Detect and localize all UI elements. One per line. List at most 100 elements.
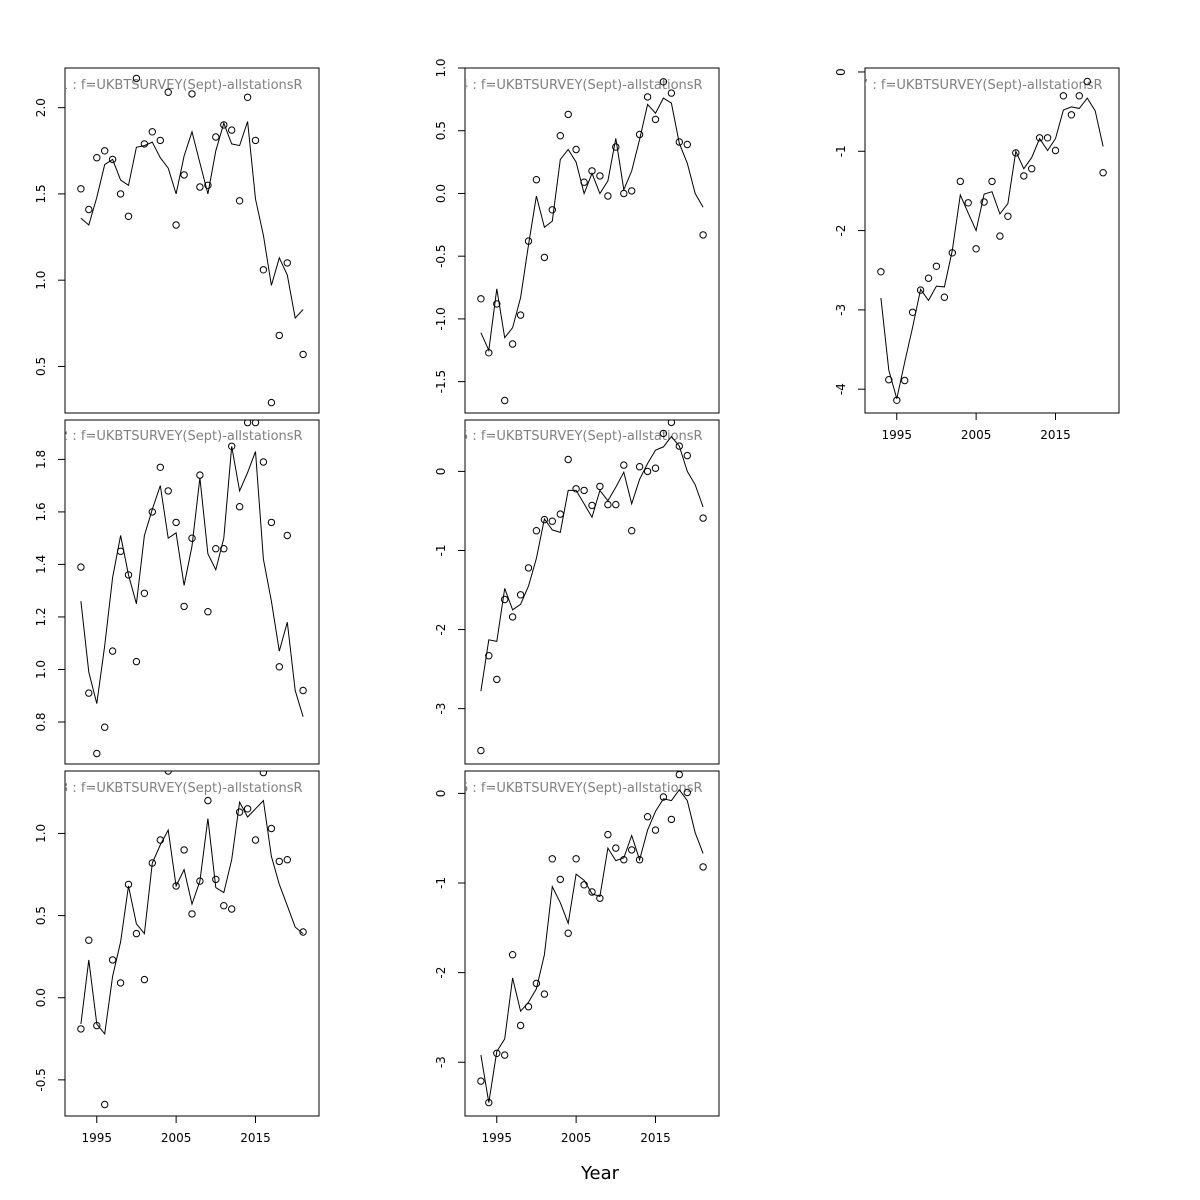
data-point [1028,165,1036,173]
data-point [188,910,196,918]
fitted-line [80,799,304,1036]
data-point [283,259,291,267]
panel-title: 4 : f=UKBTSURVEY(Sept)-allstationsR [460,78,703,93]
data-point [508,951,517,959]
data-point [516,591,525,599]
data-point [235,197,244,205]
data-point [604,500,612,509]
y-tick-label: 0.5 [34,357,48,376]
data-point [683,788,691,797]
data-point [596,482,604,491]
data-point [699,863,707,871]
y-tick-label: -1.0 [434,307,448,330]
data-point [283,856,291,864]
data-point [116,547,125,555]
data-point [493,675,501,684]
x-tick-label: 2015 [1040,428,1071,442]
data-point [267,518,276,527]
data-point [156,836,165,844]
data-point [580,881,588,889]
x-tick-label: 1995 [81,1131,112,1145]
data-point [275,663,283,671]
data-point [628,846,636,854]
data-point [108,155,117,164]
data-point [877,268,885,276]
fitted-line [480,788,704,1103]
data-point [932,262,941,270]
data-point [156,463,165,471]
data-point [508,613,517,621]
y-tick-label: 0 [434,468,448,476]
data-point [548,855,556,863]
data-point [651,826,660,834]
data-point [77,185,85,193]
data-point [180,602,188,611]
data-point [267,398,276,407]
data-point [101,1100,109,1109]
data-point [132,929,141,938]
x-tick-label: 2015 [240,1131,271,1145]
data-point [540,253,549,262]
data-point [148,128,157,136]
data-point [299,350,307,359]
data-point [228,442,236,450]
data-point [196,183,204,191]
data-point [228,905,236,913]
data-point [148,508,157,516]
data-point [1067,111,1076,119]
panel-7: 7 : f=UKBTSURVEY(Sept)-allstationsR -4 -3… [834,67,1120,442]
data-point [180,846,188,854]
data-point [1099,169,1107,177]
data-point [908,308,917,316]
panel-title: 1 : f=UKBTSURVEY(Sept)-allstationsR [60,78,303,93]
data-point [493,1049,501,1058]
panel-frame [464,419,720,765]
panel-frame [64,770,320,1117]
x-tick-label: 1995 [481,1131,512,1145]
data-point [188,534,196,542]
data-point [243,93,252,102]
data-point [996,232,1004,240]
fitted-line [880,97,1104,399]
y-tick-label: -3 [434,703,448,715]
data-point [564,929,572,937]
data-point [596,172,604,180]
data-point [124,571,133,579]
data-point [228,126,236,134]
data-point [885,376,893,384]
data-point [980,198,988,206]
panel-title: 6 : f=UKBTSURVEY(Sept)-allstationsR [460,781,703,796]
data-point [675,442,683,450]
y-tick-label: 0 [834,68,848,76]
y-tick-label: -0.5 [34,1068,48,1091]
y-tick-label: 1.0 [34,660,48,679]
data-point [140,975,149,984]
data-point [699,231,707,239]
data-point [235,503,244,511]
data-point [204,181,212,190]
data-point [101,723,109,731]
y-tick-label: -1 [834,145,848,157]
panel-frame [464,67,720,414]
data-point [140,140,149,148]
data-point [659,78,668,86]
x-tick-label: 2005 [961,428,992,442]
data-point [956,177,964,186]
data-point [501,595,509,604]
data-point [220,902,228,910]
data-point [635,130,644,139]
data-point [699,514,707,522]
data-point [132,74,141,83]
data-point [251,136,260,145]
data-point [124,212,133,221]
data-point [251,836,260,844]
data-point [275,331,283,340]
y-tick-label: -1 [434,877,448,889]
data-point [604,192,612,200]
y-tick-label: 0.8 [34,712,48,731]
data-point [508,340,517,348]
data-point [572,855,580,863]
data-point [651,464,660,472]
y-tick-label: -3 [834,304,848,316]
data-point [659,429,668,438]
